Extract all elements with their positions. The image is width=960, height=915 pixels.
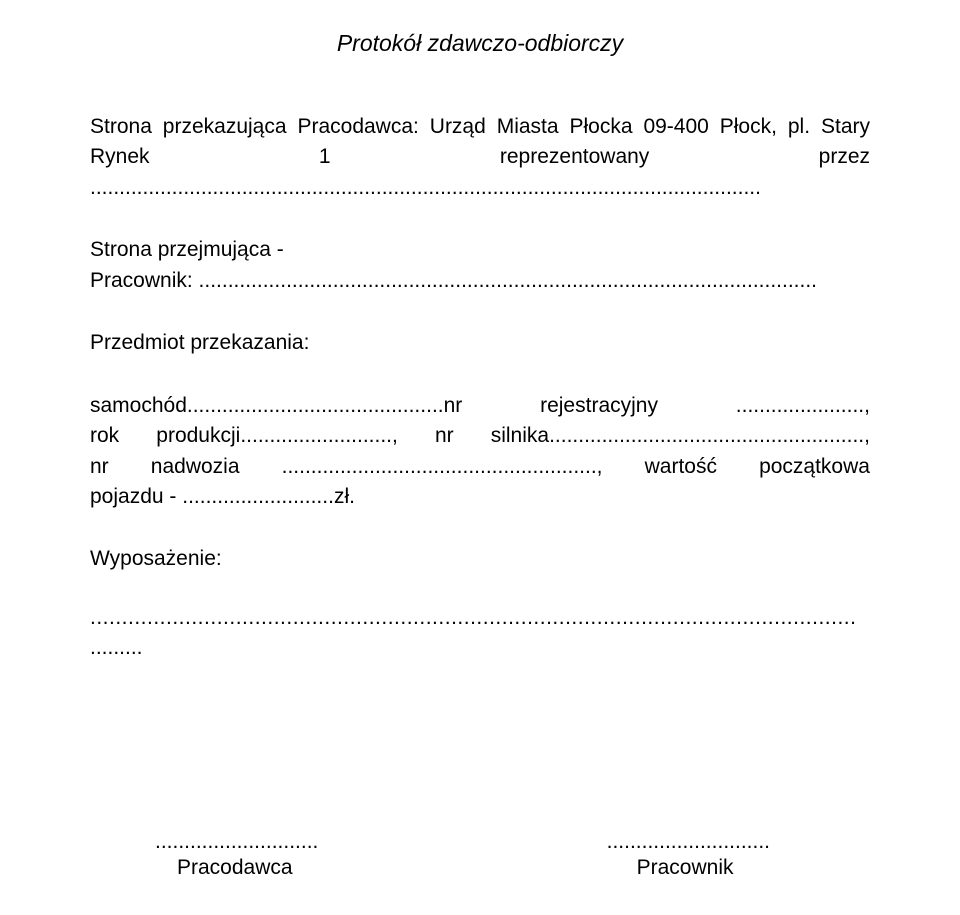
pojazdu-label: pojazdu - bbox=[90, 485, 176, 508]
wyposazenie-dots-line-1: ........................................… bbox=[90, 603, 870, 633]
vehicle-line-2: rok produkcji..........................,… bbox=[90, 421, 870, 451]
nadwozia-dots: ........................................… bbox=[282, 455, 603, 478]
nr-rejestracyjny-label: nr rejestracyjny bbox=[444, 394, 658, 417]
sig-right-label: Pracownik bbox=[607, 856, 770, 880]
strona-przekazujaca-paragraph: Strona przekazująca Pracodawca: Urząd Mi… bbox=[90, 112, 870, 203]
nadwozia-label: nadwozia bbox=[151, 455, 240, 478]
rok-produkcji-dots: .........................., bbox=[240, 424, 398, 447]
wyposazenie-label: Wyposażenie: bbox=[90, 544, 870, 574]
signature-footer: ............................ Pracodawca … bbox=[90, 830, 870, 880]
nr-label: nr bbox=[90, 455, 109, 478]
rok-produkcji-label: rok produkcji bbox=[90, 424, 240, 447]
document-title: Protokół zdawczo-odbiorczy bbox=[90, 30, 870, 57]
vehicle-line-4: pojazdu - ..........................zł. bbox=[90, 482, 870, 512]
samochod-label: samochód bbox=[90, 394, 187, 417]
pracownik-label: Pracownik: bbox=[90, 269, 193, 292]
vehicle-line-1: samochód................................… bbox=[90, 391, 870, 421]
przedmiot-label: Przedmiot przekazania: bbox=[90, 328, 870, 358]
zl-label: zł. bbox=[334, 485, 355, 508]
strona-przejmujaca-block: Strona przejmująca - Pracownik: ........… bbox=[90, 235, 870, 296]
strona-przekazujaca-text: Strona przekazująca Pracodawca: Urząd Mi… bbox=[90, 115, 870, 168]
sig-left-label: Pracodawca bbox=[155, 856, 318, 880]
sig-left-dots: ............................ bbox=[155, 830, 318, 854]
nr-silnika-label: nr silnika bbox=[435, 424, 549, 447]
vehicle-block: samochód................................… bbox=[90, 391, 870, 513]
wyposazenie-dots-block: ........................................… bbox=[90, 603, 870, 664]
pracownik-dots: ........................................… bbox=[199, 269, 817, 292]
poczatkowa-label: początkowa bbox=[759, 455, 870, 478]
signature-dots-row: ............................ Pracodawca … bbox=[90, 830, 870, 880]
samochod-dots: ........................................… bbox=[187, 394, 444, 417]
wartosc-label: wartość bbox=[645, 455, 717, 478]
vehicle-line-3: nr nadwozia ............................… bbox=[90, 452, 870, 482]
sig-right-dots: ............................ bbox=[607, 830, 770, 854]
wyposazenie-dots-line-2: ......... bbox=[90, 633, 870, 663]
strona-przejmujaca-label: Strona przejmująca - bbox=[90, 235, 870, 265]
nr-silnika-dots: ........................................… bbox=[549, 424, 870, 447]
dots-fill: ........................................… bbox=[90, 176, 761, 199]
nr-rejestracyjny-dots: ......................, bbox=[736, 394, 870, 417]
pojazdu-dots: .......................... bbox=[182, 485, 334, 508]
